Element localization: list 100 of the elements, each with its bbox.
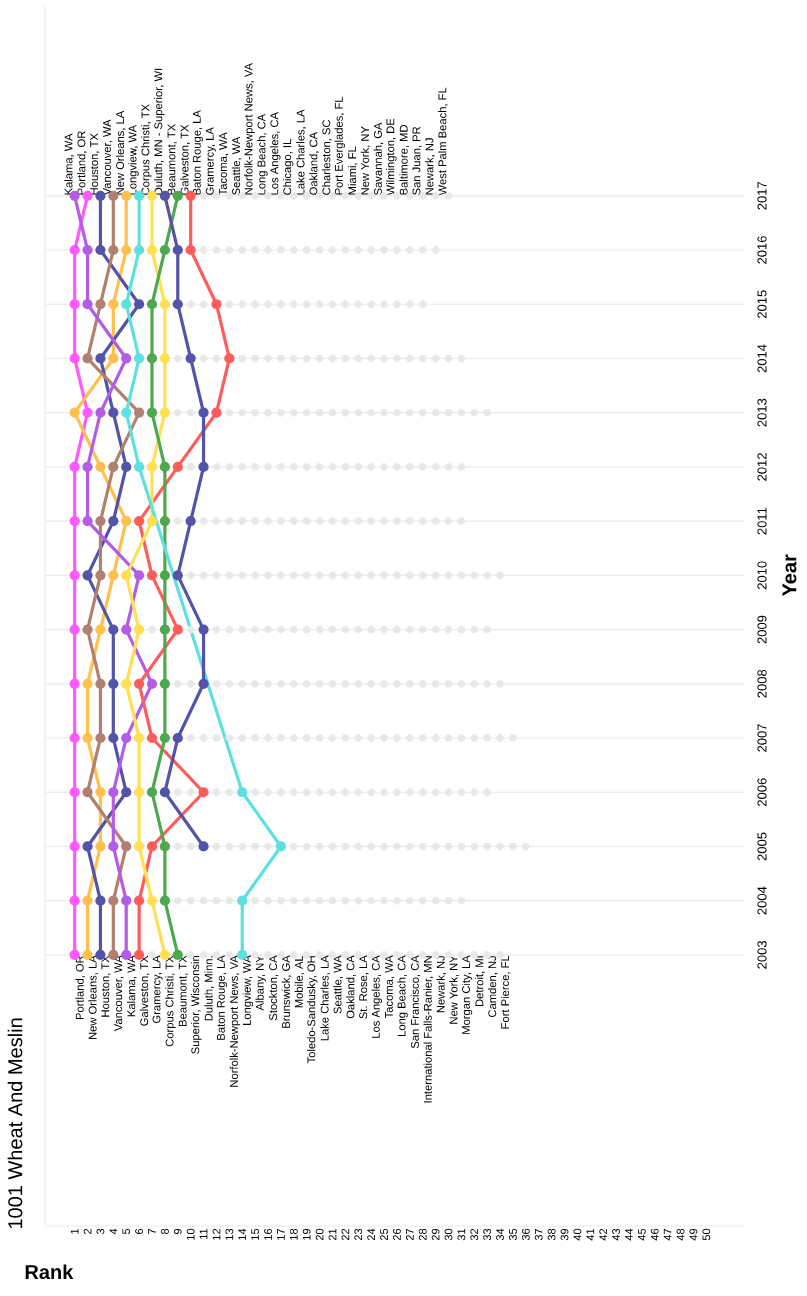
annotation: Norfolk-Newport News, VA bbox=[229, 955, 241, 1087]
annotation: Superior, Wisconsin bbox=[191, 956, 202, 1054]
y-tick-label: 2007 bbox=[757, 724, 767, 752]
annotation: Brunswick, GA bbox=[281, 955, 292, 1028]
x-tick-label: 10 bbox=[186, 1228, 195, 1240]
annotation: Kalama, WA bbox=[127, 955, 137, 1017]
annotation: Morgan City, LA bbox=[461, 955, 473, 1034]
annotation: Long Beach, CA bbox=[397, 955, 408, 1036]
x-tick-label: 27 bbox=[405, 1228, 414, 1241]
x-tick-label: 9 bbox=[173, 1228, 182, 1235]
x-tick-label: 34 bbox=[496, 1228, 504, 1241]
x-tick-label: 40 bbox=[573, 1228, 582, 1241]
x-axis-title: Rank bbox=[25, 1264, 74, 1280]
x-tick-label: 22 bbox=[341, 1228, 350, 1241]
text: 1001 Wheat And Meslin bbox=[7, 1018, 23, 1229]
annotation: Duluth, Minn. bbox=[204, 956, 214, 1021]
x-tick-label: 30 bbox=[444, 1228, 453, 1241]
annotation: Mobile, AL bbox=[294, 955, 305, 1008]
annotation: New Orleans, LA bbox=[88, 955, 98, 1040]
annotation: Gramercy, LA bbox=[152, 955, 163, 1023]
y-tick-label: 2008 bbox=[757, 669, 767, 698]
x-tick-label: 15 bbox=[251, 1228, 259, 1240]
x-tick-label: 42 bbox=[599, 1228, 608, 1241]
annotation: Seattle, WA bbox=[231, 136, 242, 195]
annotation: San Francisco, CA bbox=[410, 955, 421, 1049]
x-tick-label: 20 bbox=[315, 1228, 324, 1241]
y-tick-label: 2016 bbox=[757, 236, 767, 264]
x-tick-label: 17 bbox=[277, 1228, 285, 1240]
x-tick-label: 13 bbox=[225, 1228, 234, 1240]
annotation: Port Everglades, FL bbox=[334, 96, 345, 195]
annotation: Miami, FL bbox=[347, 146, 358, 195]
y-tick-label: 2009 bbox=[757, 615, 767, 644]
x-tick-label: 1 bbox=[70, 1228, 79, 1234]
annotation: Newark, NJ bbox=[425, 138, 435, 195]
x-tick-label: 25 bbox=[380, 1228, 388, 1241]
annotation: Charleston, SC bbox=[322, 119, 332, 195]
x-tick-label: 21 bbox=[328, 1228, 337, 1241]
y-tick-label: 2017 bbox=[757, 182, 767, 210]
annotation: New York, NY bbox=[449, 955, 459, 1024]
x-tick-label: 26 bbox=[393, 1228, 401, 1241]
y-tick-label: 2014 bbox=[757, 344, 767, 373]
annotation: Portland, OR bbox=[77, 131, 87, 195]
annotation: Newark, NJ bbox=[436, 956, 446, 1013]
x-tick-label: 33 bbox=[483, 1228, 492, 1241]
x-tick-label: 23 bbox=[354, 1228, 363, 1241]
x-tick-label: 32 bbox=[470, 1228, 479, 1241]
annotation: Oakland, CA bbox=[346, 955, 356, 1019]
annotation: Stockton, CA bbox=[268, 955, 279, 1021]
x-tick-label: 43 bbox=[612, 1228, 620, 1241]
y-tick-label: 2012 bbox=[757, 453, 767, 481]
annotation: Kalama, WA bbox=[64, 133, 74, 195]
x-tick-label: 38 bbox=[547, 1228, 556, 1241]
y-tick-label: 2005 bbox=[757, 832, 767, 861]
x-tick-label: 48 bbox=[676, 1228, 685, 1241]
annotation: Toledo-Sandusky, OH bbox=[307, 956, 318, 1064]
x-tick-label: 37 bbox=[534, 1228, 543, 1241]
x-tick-label: 36 bbox=[521, 1228, 530, 1241]
annotation: Fort Pierce, FL bbox=[500, 955, 511, 1029]
annotation: St. Rose, LA bbox=[359, 955, 369, 1019]
annotation: Long Beach, CA bbox=[257, 113, 268, 195]
x-tick-label: 6 bbox=[135, 1228, 143, 1234]
annotation: Galveston, TX bbox=[180, 124, 190, 195]
y-tick-label: 2015 bbox=[757, 290, 767, 319]
annotation: International Falls-Ranier, MN bbox=[423, 956, 434, 1103]
annotation: Beaumont, TX bbox=[167, 124, 177, 195]
x-tick-label: 29 bbox=[431, 1228, 440, 1241]
x-tick-label: 41 bbox=[586, 1228, 595, 1241]
annotation: Seattle, WA bbox=[333, 955, 343, 1014]
x-tick-label: 19 bbox=[302, 1228, 311, 1240]
annotation: Tacoma, WA bbox=[385, 955, 395, 1019]
annotation: Vancouver, WA bbox=[103, 119, 113, 196]
x-tick-label: 12 bbox=[212, 1228, 221, 1240]
annotation: Gramercy, LA bbox=[205, 127, 216, 195]
annotation: Wilmington, DE bbox=[386, 118, 397, 196]
x-tick-label: 3 bbox=[96, 1228, 105, 1235]
annotation: Norfolk-Newport News, VA bbox=[244, 63, 255, 195]
annotation: New York, NY bbox=[360, 126, 371, 195]
x-tick-label: 7 bbox=[148, 1228, 156, 1234]
x-tick-label: 11 bbox=[199, 1228, 208, 1239]
y-tick-label: 2013 bbox=[757, 398, 767, 427]
annotation: Corpus Christi, TX bbox=[141, 104, 152, 195]
annotation: Albany, NY bbox=[255, 955, 266, 1011]
annotation: San Juan, PR bbox=[412, 126, 422, 195]
annotation: Chicago, IL bbox=[282, 139, 294, 195]
y-tick-label: 2010 bbox=[757, 561, 767, 590]
x-tick-label: 39 bbox=[560, 1228, 569, 1241]
x-tick-label: 31 bbox=[457, 1228, 466, 1241]
annotation: Baltimore, MD bbox=[399, 124, 409, 195]
annotation: Vancouver, WA bbox=[114, 955, 124, 1032]
annotation: West Palm Beach, FL bbox=[438, 87, 448, 196]
annotation: Tacoma, WA bbox=[219, 132, 229, 196]
x-tick-label: 8 bbox=[160, 1228, 169, 1235]
annotation: Detroit, MI bbox=[475, 956, 485, 1007]
annotation: Longview, WA bbox=[128, 124, 139, 195]
x-tick-label: 49 bbox=[689, 1228, 698, 1241]
annotation: Baton Rouge, LA bbox=[192, 110, 203, 195]
x-tick-label: 14 bbox=[238, 1228, 247, 1240]
x-tick-label: 4 bbox=[109, 1228, 118, 1235]
annotation: Lake Charles, LA bbox=[296, 109, 306, 195]
y-tick-label: 2004 bbox=[757, 886, 767, 915]
